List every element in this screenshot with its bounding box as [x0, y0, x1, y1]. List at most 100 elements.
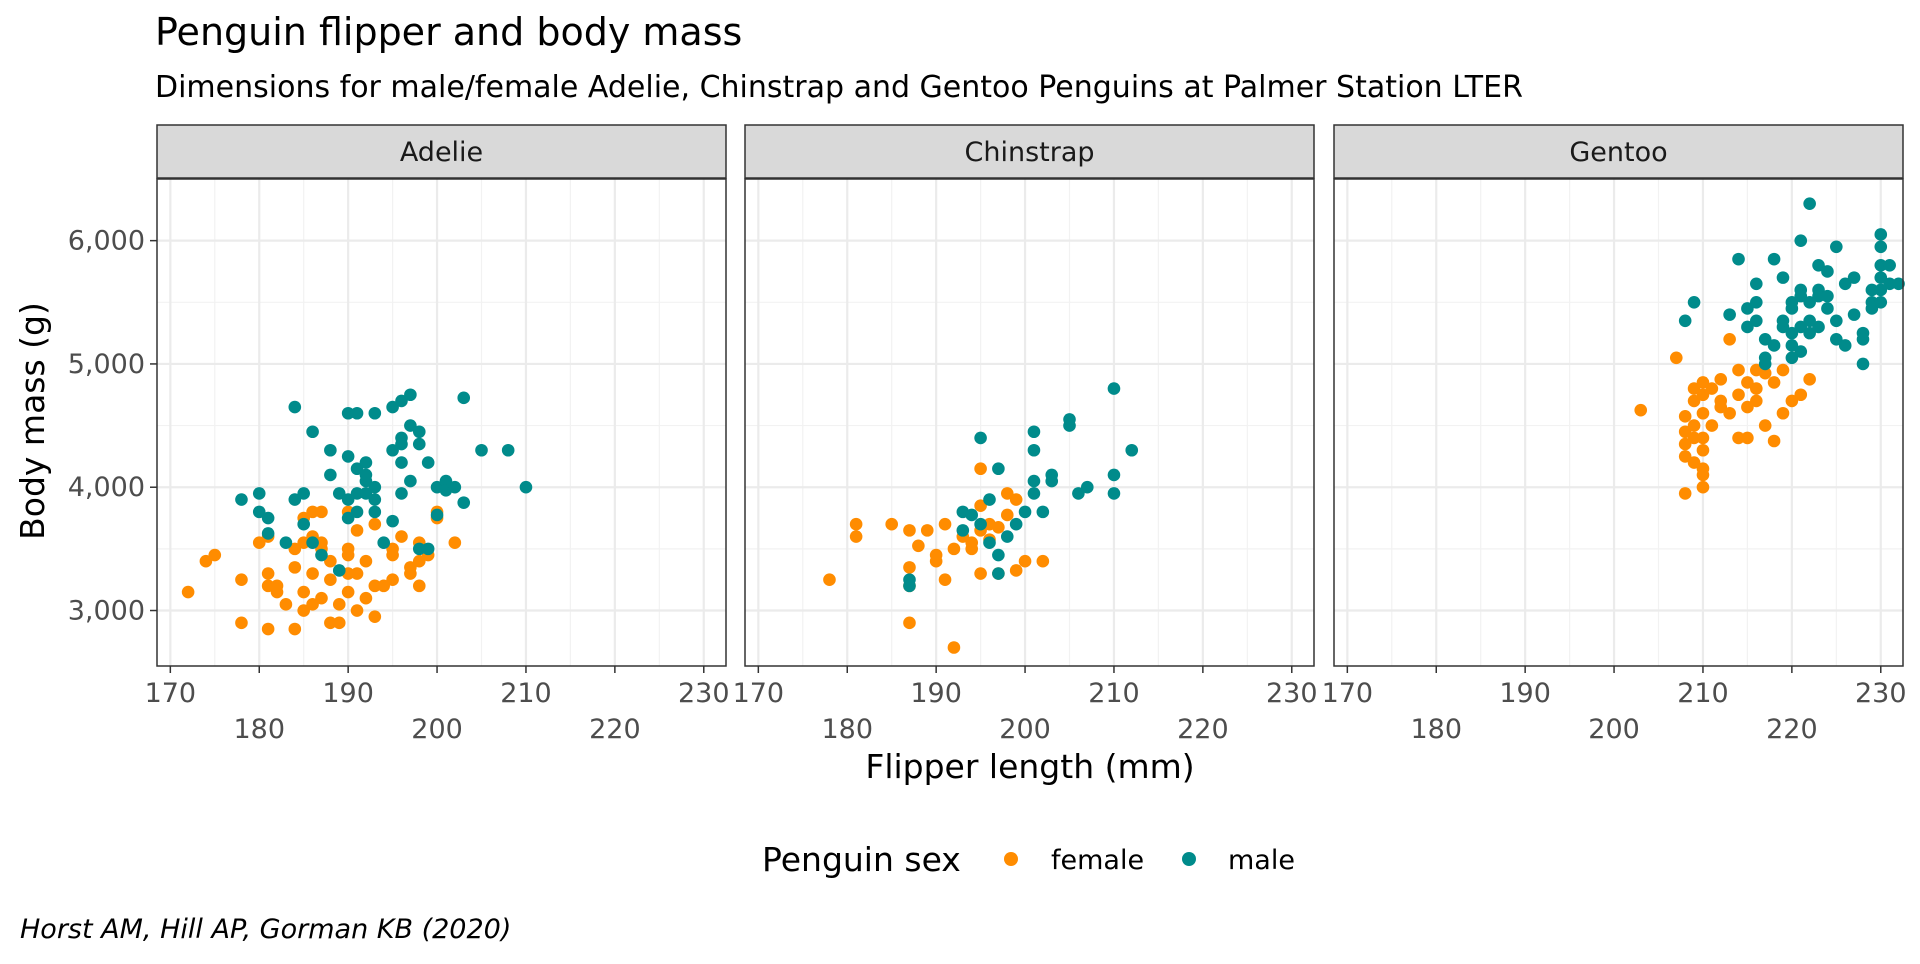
data-point-female — [261, 579, 275, 593]
data-point-male — [1723, 308, 1736, 321]
data-point-male — [1758, 357, 1772, 371]
data-point-female — [288, 622, 302, 636]
data-point-male — [1045, 474, 1059, 488]
data-point-male — [1785, 326, 1799, 340]
data-point-male — [412, 425, 426, 439]
data-point-female — [448, 536, 462, 550]
data-point-female — [1687, 431, 1701, 445]
data-point-male — [1874, 228, 1888, 241]
data-point-male — [341, 406, 355, 420]
data-point-male — [992, 548, 1005, 562]
data-point-male — [1776, 271, 1790, 284]
facet-adelie: Adelie 170 180 190 200 210 220 230 3,000 4,000 5,0… — [68, 124, 730, 745]
data-point-male — [1847, 271, 1861, 284]
data-point-female — [1687, 394, 1701, 408]
panel-border — [744, 178, 1315, 667]
data-point-female — [332, 598, 346, 611]
data-point-female — [1000, 487, 1014, 500]
data-point-female — [235, 616, 248, 630]
data-point-male — [1821, 265, 1834, 278]
data-point-male — [1812, 320, 1825, 334]
facet-strip — [1333, 124, 1904, 179]
data-point-female — [1669, 351, 1683, 365]
data-point-female — [823, 573, 836, 586]
data-point-male — [974, 431, 987, 445]
data-point-female — [412, 554, 426, 568]
data-point-male — [368, 480, 382, 494]
legend-key-male — [1182, 852, 1196, 866]
data-point-female — [261, 622, 275, 636]
data-point-female — [1696, 376, 1710, 389]
data-point-female — [974, 462, 987, 476]
data-point-female — [1758, 419, 1772, 432]
data-point-female — [1009, 564, 1023, 577]
data-point-male — [1018, 505, 1032, 519]
data-point-male — [404, 474, 417, 488]
x-tick-label: 220 — [589, 714, 641, 745]
facet-gentoo: Gentoo 170 180 190 200 210 220 230 — [1322, 124, 1907, 745]
data-point-female — [1687, 382, 1701, 395]
data-point-female — [1678, 410, 1692, 423]
x-tick-label: 180 — [1410, 714, 1462, 745]
data-point-female — [1776, 406, 1790, 420]
data-point-male — [288, 493, 302, 506]
data-point-male — [475, 443, 488, 457]
data-point-male — [983, 493, 996, 506]
data-point-male — [1785, 351, 1799, 365]
data-point-male — [1865, 302, 1879, 315]
panel-background — [745, 179, 1314, 666]
series-male — [903, 382, 1139, 593]
data-point-male — [1803, 314, 1816, 328]
data-point-male — [1830, 240, 1843, 254]
data-point-male — [1027, 443, 1041, 457]
data-point-female — [920, 524, 934, 537]
data-point-male — [1785, 339, 1799, 352]
x-tick-label: 200 — [411, 714, 463, 745]
data-point-female — [359, 554, 373, 568]
data-point-male — [386, 514, 399, 528]
data-point-male — [368, 505, 382, 519]
data-point-male — [903, 579, 916, 593]
data-point-male — [983, 536, 996, 550]
data-point-male — [1767, 339, 1781, 352]
data-point-male — [956, 524, 970, 537]
data-point-female — [1036, 554, 1050, 568]
data-point-female — [235, 573, 248, 586]
x-tick-label: 170 — [1322, 678, 1374, 709]
data-point-female — [1732, 388, 1745, 402]
data-point-female — [1705, 419, 1719, 432]
data-point-female — [288, 542, 302, 556]
data-point-female — [1785, 394, 1799, 408]
data-point-male — [412, 542, 426, 556]
chart-title: Penguin flipper and body mass — [155, 10, 742, 54]
data-point-male — [395, 456, 408, 469]
data-point-male — [1678, 314, 1692, 328]
data-point-male — [1874, 240, 1888, 254]
data-point-male — [1741, 320, 1754, 334]
panel-background — [1334, 179, 1903, 666]
x-tick-label: 170 — [145, 678, 197, 709]
facet-panels: Adelie 170 180 190 200 210 220 230 3,000 4,000 5,0… — [68, 124, 1907, 745]
data-point-female — [208, 548, 222, 562]
data-point-female — [1732, 431, 1745, 445]
data-point-female — [1009, 493, 1023, 506]
data-point-male — [252, 505, 266, 519]
data-point-female — [1696, 431, 1710, 445]
data-point-female — [252, 536, 266, 550]
data-point-male — [1072, 487, 1085, 500]
data-point-male — [421, 542, 435, 556]
data-point-male — [1874, 259, 1888, 272]
data-point-male — [350, 487, 364, 500]
data-point-male — [297, 487, 310, 500]
data-point-male — [1767, 252, 1781, 266]
data-point-female — [1741, 400, 1754, 414]
x-tick-label: 200 — [999, 714, 1051, 745]
data-point-female — [377, 579, 391, 593]
series-female — [181, 505, 462, 636]
data-point-male — [1750, 314, 1763, 328]
series-female — [823, 462, 1050, 654]
data-point-male — [386, 443, 399, 457]
data-point-female — [332, 616, 346, 630]
data-point-male — [252, 487, 266, 500]
